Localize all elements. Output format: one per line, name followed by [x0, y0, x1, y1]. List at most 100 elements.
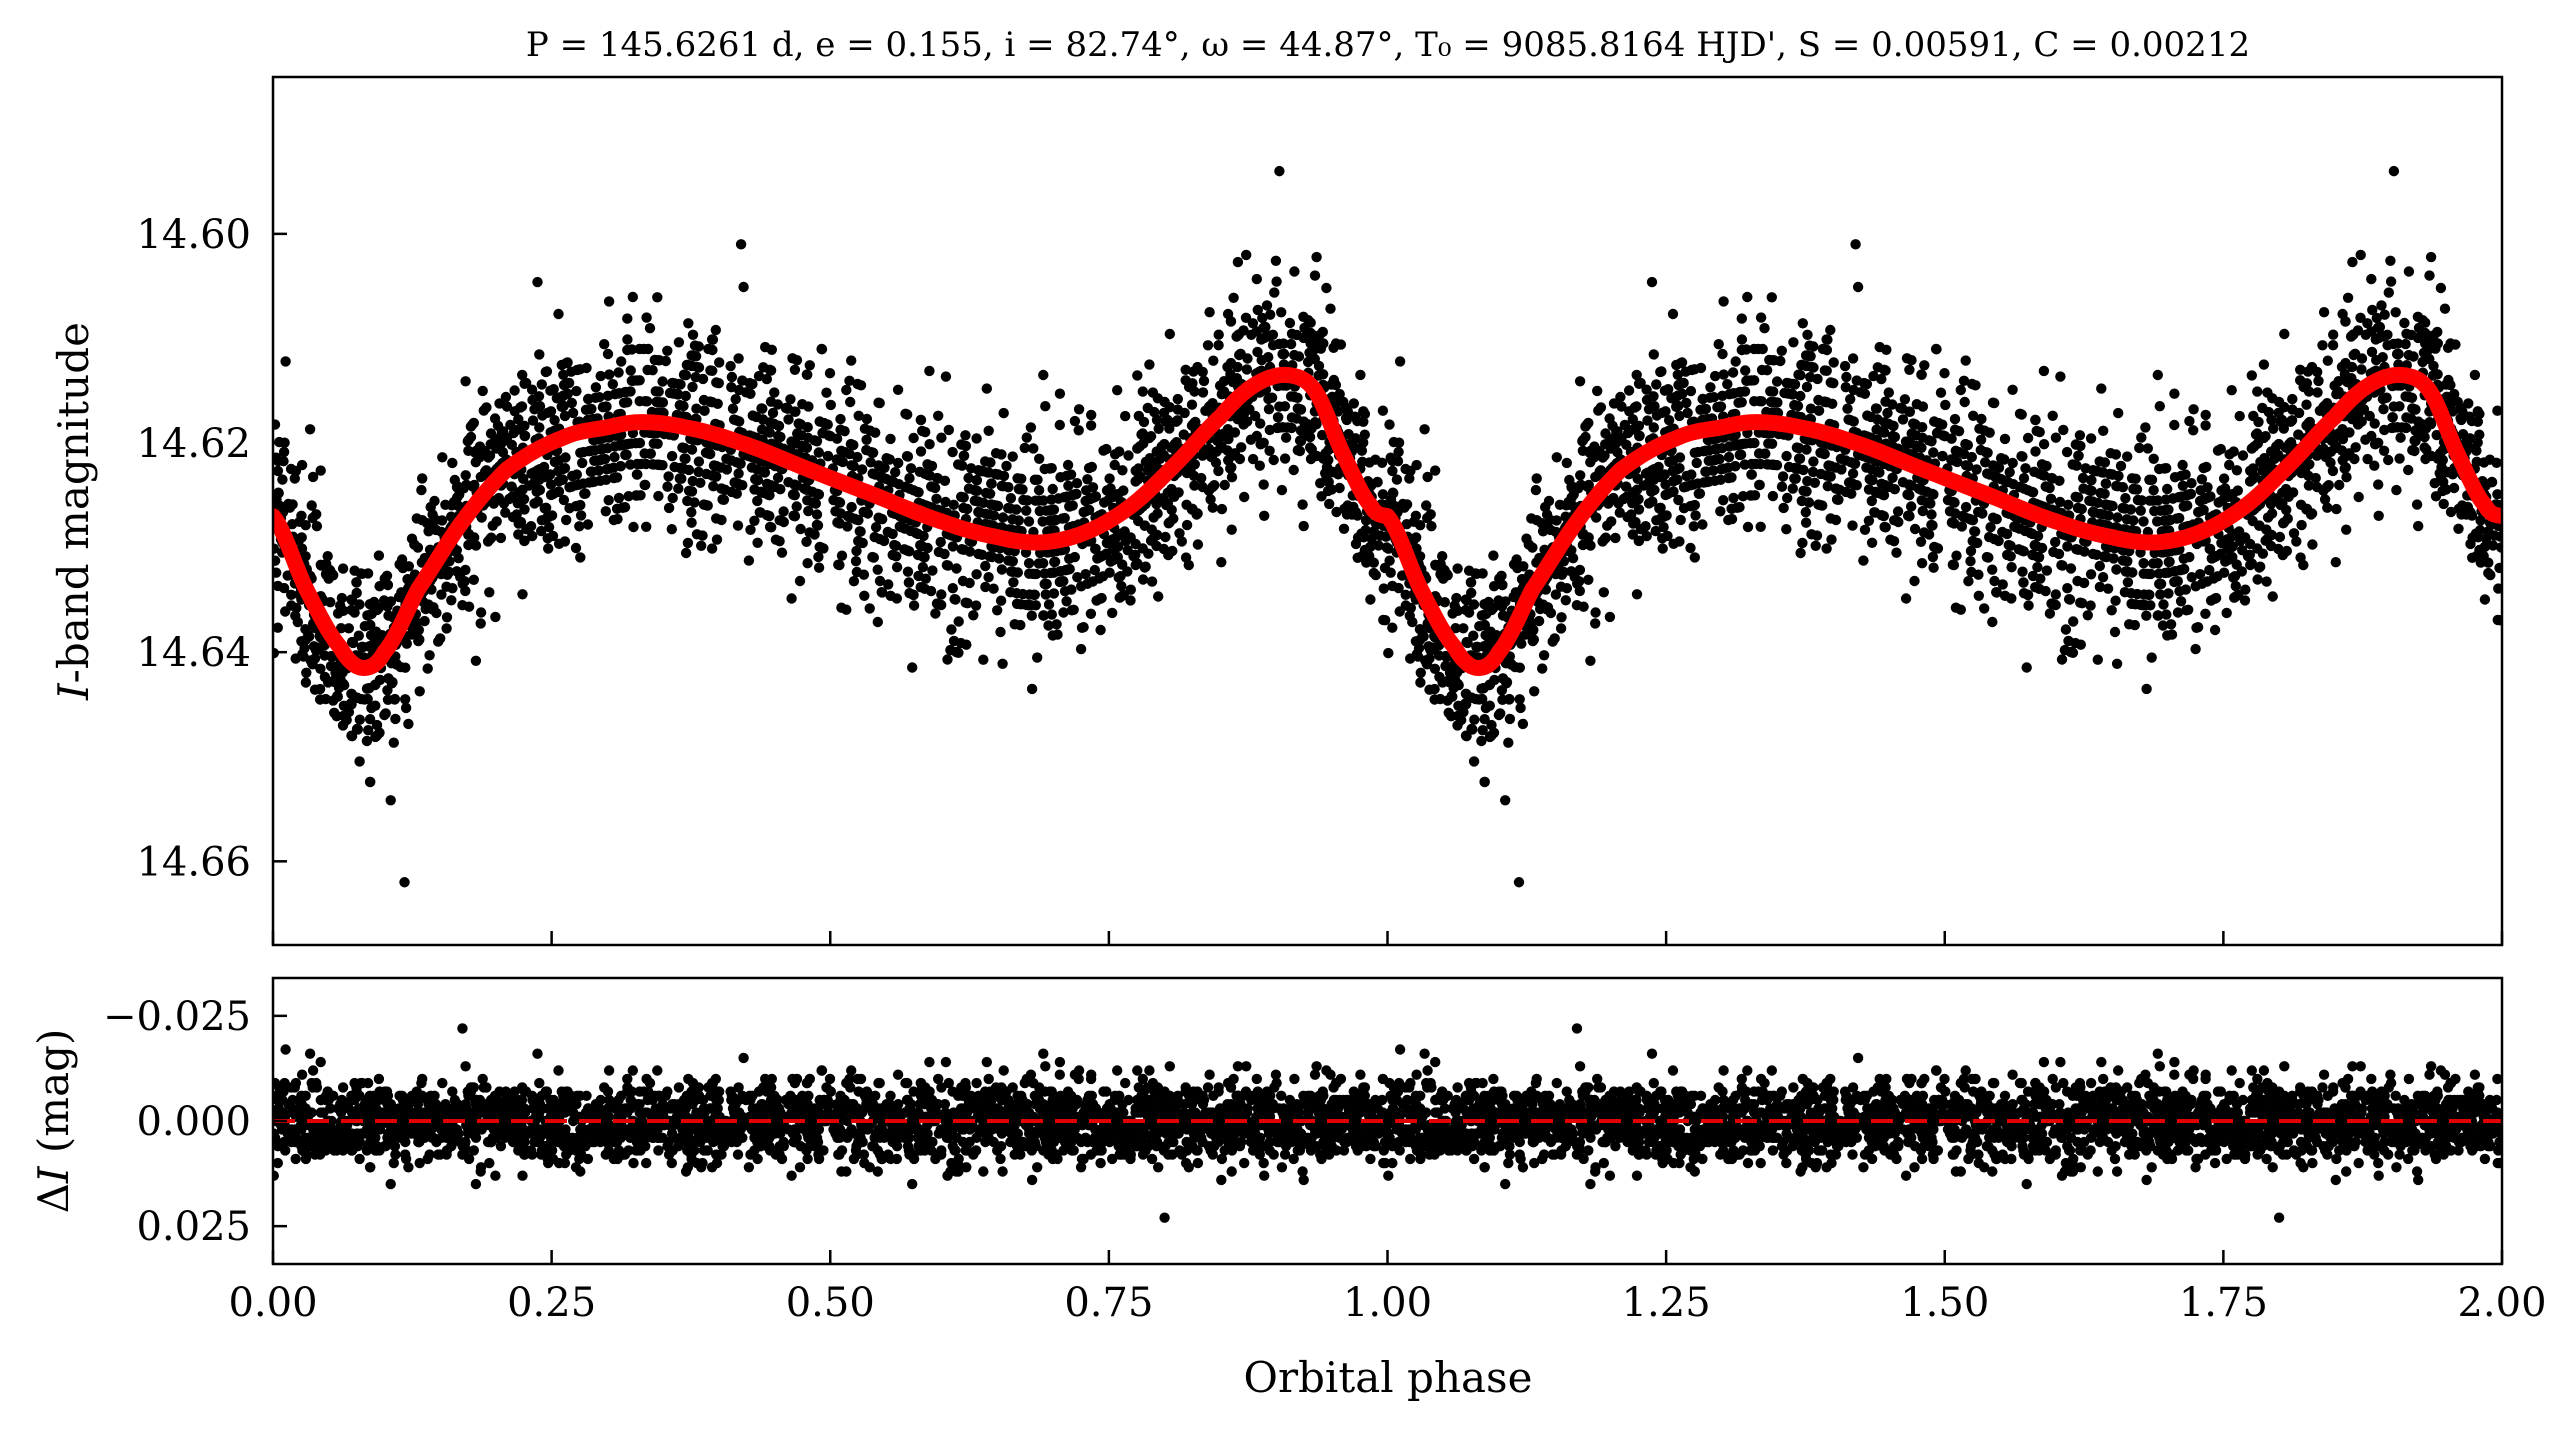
observation-point — [1153, 591, 1164, 602]
observation-point — [1394, 606, 1405, 617]
observation-point — [1500, 657, 1512, 669]
observation-point — [1641, 530, 1652, 542]
observation-point — [1807, 466, 1819, 478]
observation-point — [943, 424, 954, 436]
observation-point — [309, 684, 321, 695]
observation-point — [2007, 457, 2018, 469]
observation-point — [1845, 394, 1856, 405]
observation-point — [2169, 419, 2180, 431]
observation-point — [1568, 489, 1579, 500]
observation-point — [1033, 558, 1045, 569]
observation-point — [2161, 463, 2172, 474]
observation-point — [2479, 594, 2491, 605]
observation-point — [1020, 505, 1032, 516]
observation-point — [1452, 563, 1463, 574]
observation-point — [2266, 414, 2277, 426]
observation-point — [2474, 429, 2485, 440]
observation-point — [1623, 385, 1635, 396]
observation-point — [1876, 373, 1887, 385]
observation-point — [1197, 387, 1209, 398]
observation-point — [2439, 303, 2451, 314]
observation-point — [678, 369, 690, 380]
observation-point — [789, 511, 801, 522]
observation-point — [2030, 414, 2041, 426]
observation-point — [2177, 459, 2188, 471]
observation-point — [1298, 520, 1309, 532]
observation-point — [2184, 551, 2195, 563]
observation-point — [1375, 530, 1386, 541]
observation-point — [1252, 346, 1263, 358]
observation-point — [1408, 516, 1420, 527]
observation-point — [2427, 370, 2439, 381]
observation-point — [2027, 487, 2039, 498]
observation-point — [833, 559, 844, 570]
observation-point — [2340, 357, 2351, 369]
observation-point — [1849, 458, 1861, 469]
observation-point — [1550, 589, 1562, 600]
observation-point — [980, 560, 991, 572]
observation-point — [902, 451, 914, 462]
observation-point — [2105, 448, 2116, 459]
observation-point — [1122, 545, 1133, 556]
observation-point — [1197, 450, 1208, 461]
observation-point — [1291, 329, 1303, 341]
observation-point — [1488, 550, 1499, 561]
observation-point — [905, 463, 917, 474]
observation-point — [1095, 624, 1106, 636]
observation-point — [2158, 599, 2169, 610]
observation-point — [278, 446, 290, 458]
observation-point — [2094, 560, 2105, 572]
observation-point — [1139, 562, 1151, 573]
observation-point — [2155, 505, 2166, 516]
observation-point — [904, 483, 915, 494]
observation-point — [1189, 480, 1200, 491]
observation-point — [1017, 484, 1028, 495]
observation-point — [1969, 526, 1980, 537]
observation-point — [664, 387, 676, 399]
observation-point — [2119, 587, 2131, 598]
observation-point — [1781, 524, 1792, 535]
observation-point — [1399, 502, 1410, 513]
observation-point — [708, 481, 719, 492]
observation-point — [2456, 414, 2467, 426]
observation-point — [2237, 450, 2249, 461]
observation-point — [1006, 566, 1017, 577]
observation-point — [851, 545, 862, 557]
observation-point — [1887, 399, 1898, 410]
observation-point — [1198, 375, 1210, 387]
observation-point — [1775, 355, 1786, 367]
observation-point — [1801, 360, 1812, 372]
observation-point — [2113, 407, 2124, 419]
observation-point — [390, 713, 401, 725]
observation-point — [1796, 495, 1808, 507]
observation-point — [2435, 471, 2447, 482]
observation-point — [2305, 509, 2317, 520]
observation-point — [1627, 414, 1639, 425]
observation-point — [1585, 457, 1596, 468]
observation-point — [354, 714, 365, 725]
observation-point — [760, 341, 771, 353]
observation-point — [680, 390, 691, 402]
observation-point — [515, 402, 526, 413]
observation-point — [1904, 406, 1916, 417]
observation-point — [2382, 340, 2393, 351]
observation-point — [1183, 559, 1195, 571]
observation-point — [1061, 470, 1073, 481]
observation-point — [1682, 407, 1693, 419]
observation-point — [300, 634, 311, 646]
observation-point — [373, 550, 385, 561]
observation-point — [2055, 371, 2066, 382]
observation-point — [1015, 619, 1026, 631]
observation-point — [1690, 510, 1701, 521]
observation-point — [343, 706, 355, 718]
observation-point — [1497, 673, 1509, 684]
observation-point — [623, 491, 634, 502]
observation-point — [2386, 422, 2397, 434]
observation-point — [978, 654, 989, 665]
observation-point — [983, 425, 994, 436]
observation-point — [602, 348, 614, 360]
observation-point — [1734, 449, 1746, 461]
observation-point — [1021, 432, 1032, 443]
observation-point — [1847, 468, 1859, 479]
observation-point — [854, 526, 865, 537]
